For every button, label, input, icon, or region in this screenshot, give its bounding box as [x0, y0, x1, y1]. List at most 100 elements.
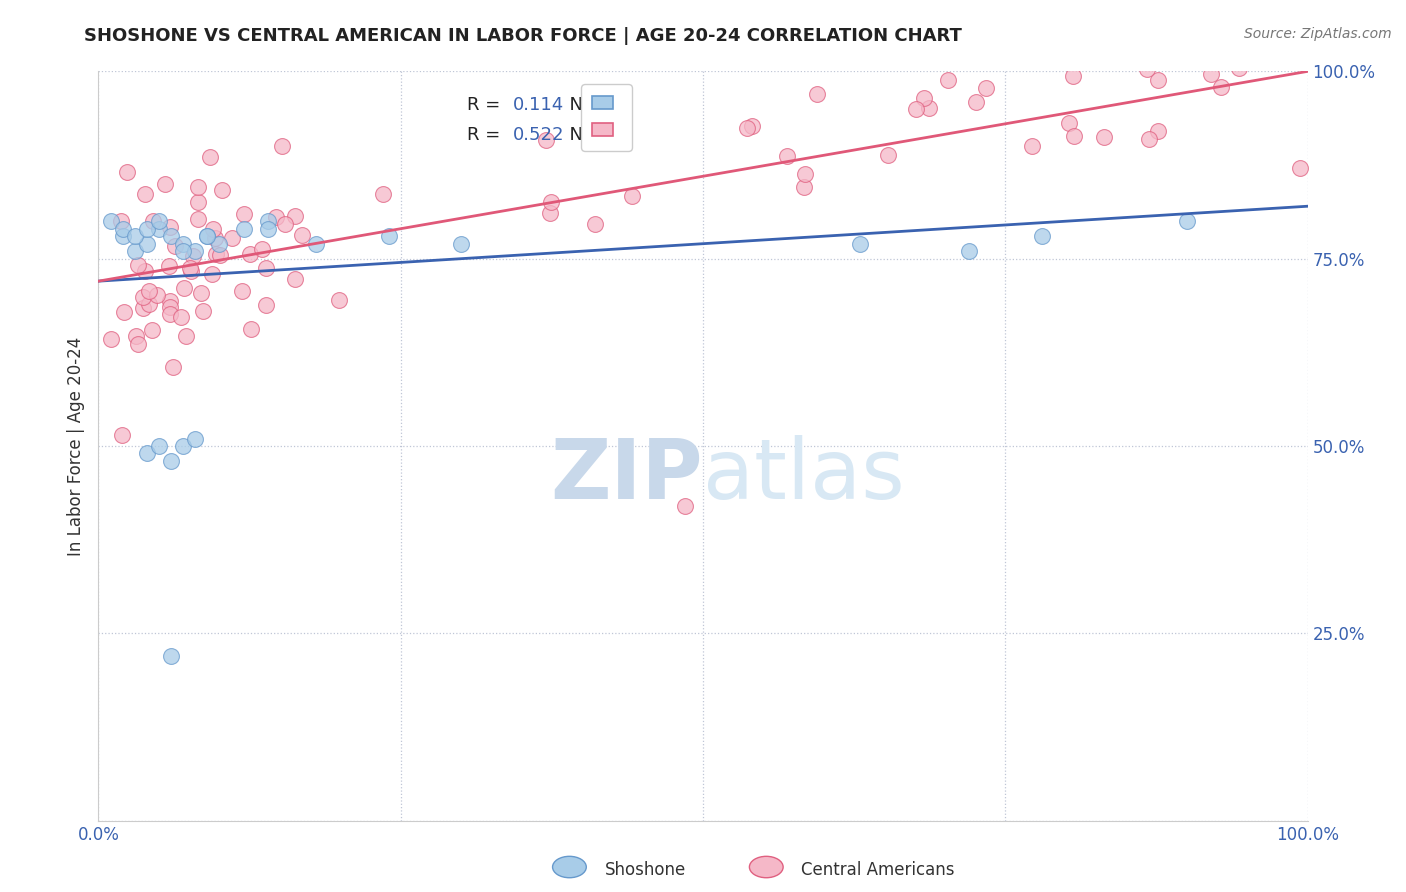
Text: atlas: atlas — [703, 435, 904, 516]
Point — [450, 236, 472, 251]
Point — [936, 73, 959, 87]
Point — [184, 244, 207, 259]
Point — [204, 231, 226, 245]
Point — [291, 228, 314, 243]
Point — [620, 189, 643, 203]
Point — [1157, 55, 1180, 70]
Point — [232, 207, 254, 221]
Text: N =: N = — [558, 126, 609, 144]
Point — [174, 329, 197, 343]
Point — [190, 285, 212, 300]
Point — [127, 258, 149, 272]
Point — [1199, 67, 1222, 81]
Text: Source: ZipAtlas.com: Source: ZipAtlas.com — [1244, 27, 1392, 41]
Point — [127, 337, 149, 351]
Point — [187, 212, 209, 227]
Point — [585, 217, 607, 231]
Point — [776, 149, 799, 163]
Point — [254, 297, 277, 311]
Point — [193, 303, 215, 318]
Point — [138, 284, 160, 298]
Text: SHOSHONE VS CENTRAL AMERICAN IN LABOR FORCE | AGE 20-24 CORRELATION CHART: SHOSHONE VS CENTRAL AMERICAN IN LABOR FO… — [84, 27, 962, 45]
Point — [160, 229, 183, 244]
Point — [134, 186, 156, 201]
Point — [172, 236, 194, 251]
Point — [1175, 214, 1198, 228]
Point — [115, 165, 138, 179]
Point — [1147, 124, 1170, 138]
Point — [1063, 128, 1085, 143]
Point — [201, 267, 224, 281]
Text: ZIP: ZIP — [551, 435, 703, 516]
Point — [124, 244, 146, 259]
Point — [172, 439, 194, 453]
Point — [252, 243, 274, 257]
Text: N =: N = — [558, 96, 609, 114]
Point — [179, 261, 201, 276]
Point — [1092, 130, 1115, 145]
Point — [957, 244, 980, 259]
Point — [198, 150, 221, 164]
Point — [1192, 38, 1215, 53]
Point — [1229, 61, 1251, 75]
Point — [170, 310, 193, 324]
Point — [377, 229, 399, 244]
Point — [111, 428, 134, 442]
Point — [232, 221, 254, 235]
Point — [141, 323, 163, 337]
Point — [112, 305, 135, 319]
Point — [148, 439, 170, 453]
Point — [124, 229, 146, 244]
Point — [195, 229, 218, 244]
Point — [135, 236, 157, 251]
Point — [159, 219, 181, 234]
Legend: , : , — [581, 84, 631, 151]
Point — [256, 214, 278, 228]
Point — [159, 307, 181, 321]
Point — [793, 180, 815, 194]
Point — [793, 167, 815, 181]
Point — [160, 648, 183, 663]
Text: Shoshone: Shoshone — [605, 861, 686, 879]
Point — [148, 214, 170, 228]
Point — [1211, 80, 1233, 95]
Point — [208, 236, 231, 251]
Point — [534, 133, 557, 147]
Point — [131, 301, 153, 316]
Point — [148, 221, 170, 235]
Point — [876, 148, 898, 162]
Point — [187, 179, 209, 194]
Point — [1021, 139, 1043, 153]
Point — [1137, 132, 1160, 146]
Point — [735, 121, 758, 136]
Point — [328, 293, 350, 307]
Point — [135, 221, 157, 235]
Point — [221, 231, 243, 245]
Point — [125, 329, 148, 343]
Point — [211, 183, 233, 197]
Point — [195, 229, 218, 244]
Text: 93: 93 — [603, 126, 627, 144]
Point — [162, 359, 184, 374]
Point — [160, 454, 183, 468]
Point — [284, 272, 307, 286]
Point — [132, 290, 155, 304]
Point — [965, 95, 987, 110]
Point — [904, 102, 927, 116]
Point — [538, 205, 561, 219]
Text: R =: R = — [467, 126, 506, 144]
Point — [373, 187, 395, 202]
Point — [187, 195, 209, 210]
Point — [284, 209, 307, 223]
Point — [1062, 69, 1084, 83]
Point — [145, 287, 167, 301]
Point — [159, 301, 181, 315]
Point — [111, 221, 134, 235]
Point — [202, 222, 225, 236]
Point — [1136, 62, 1159, 77]
Point — [157, 259, 180, 273]
Point — [142, 214, 165, 228]
Point — [1146, 73, 1168, 87]
Point — [849, 236, 872, 251]
Point — [918, 102, 941, 116]
